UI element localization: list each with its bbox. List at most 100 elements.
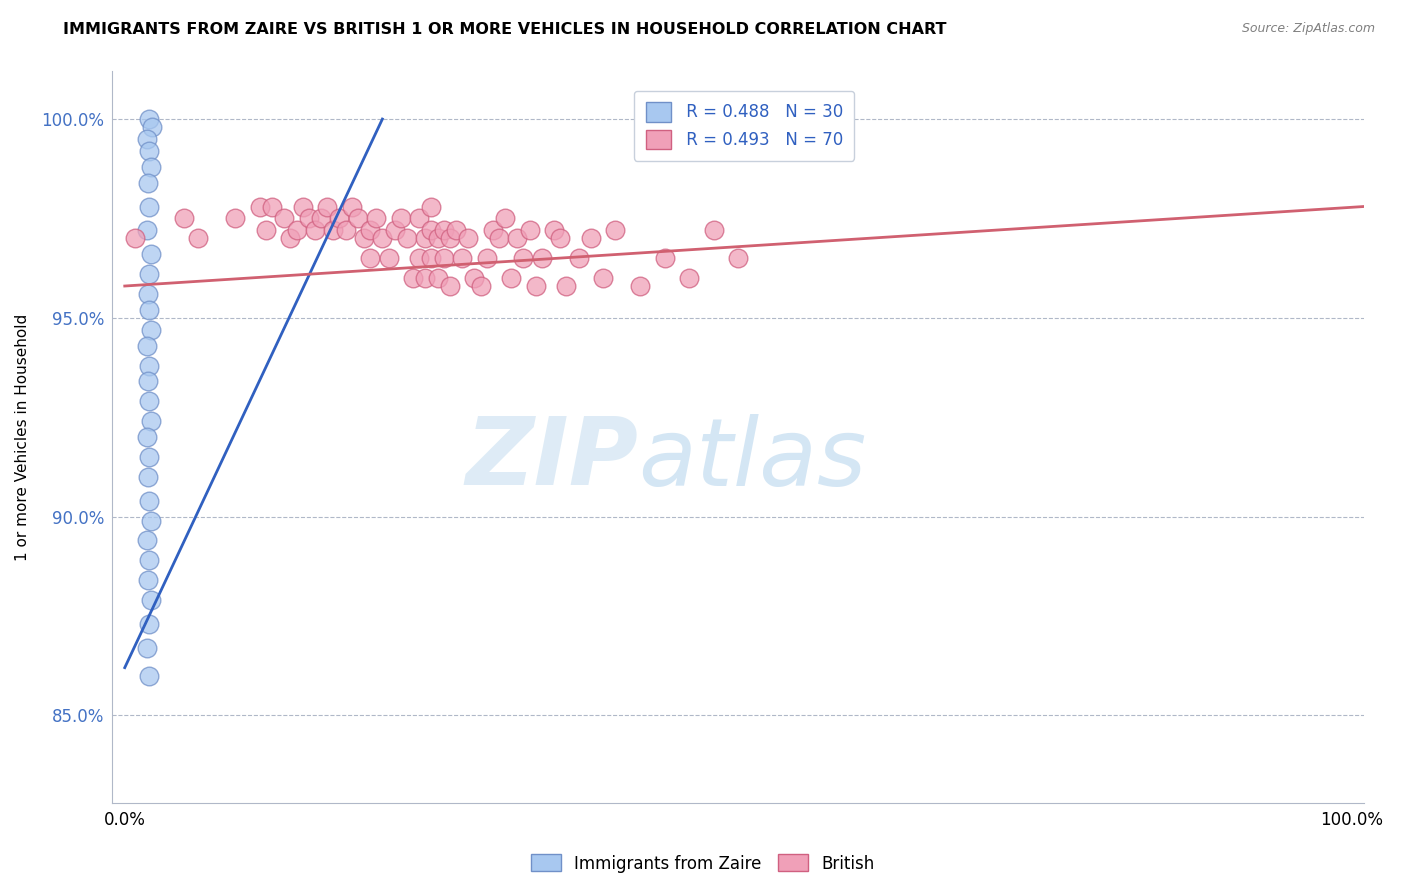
Point: [138, 267, 160, 281]
Point: [543, 223, 565, 237]
Point: [439, 231, 461, 245]
Point: [506, 231, 529, 245]
Point: [568, 251, 591, 265]
Point: [139, 414, 162, 428]
Point: [451, 251, 474, 265]
Point: [366, 211, 388, 226]
Point: [377, 251, 399, 265]
Point: [139, 247, 162, 261]
Point: [727, 251, 749, 265]
Point: [138, 668, 160, 682]
Point: [304, 223, 326, 237]
Point: [135, 223, 157, 237]
Point: [328, 211, 350, 226]
Point: [138, 394, 160, 409]
Point: [273, 211, 295, 226]
Y-axis label: 1 or more Vehicles in Household: 1 or more Vehicles in Household: [15, 313, 30, 561]
Text: IMMIGRANTS FROM ZAIRE VS BRITISH 1 OR MORE VEHICLES IN HOUSEHOLD CORRELATION CHA: IMMIGRANTS FROM ZAIRE VS BRITISH 1 OR MO…: [63, 22, 946, 37]
Point: [136, 573, 159, 587]
Point: [475, 251, 498, 265]
Point: [249, 200, 271, 214]
Point: [280, 231, 302, 245]
Point: [138, 144, 160, 158]
Point: [139, 593, 162, 607]
Point: [173, 211, 195, 226]
Point: [316, 200, 339, 214]
Point: [138, 616, 160, 631]
Point: [135, 430, 157, 444]
Point: [371, 231, 394, 245]
Point: [136, 470, 159, 484]
Point: [135, 640, 157, 655]
Point: [408, 251, 430, 265]
Point: [402, 271, 425, 285]
Point: [501, 271, 523, 285]
Point: [359, 223, 381, 237]
Point: [389, 211, 412, 226]
Point: [135, 132, 157, 146]
Point: [433, 251, 456, 265]
Point: [141, 120, 163, 134]
Point: [481, 223, 503, 237]
Point: [138, 112, 160, 126]
Point: [136, 375, 159, 389]
Point: [135, 533, 157, 548]
Point: [548, 231, 571, 245]
Text: ZIP: ZIP: [465, 413, 638, 505]
Point: [494, 211, 516, 226]
Point: [138, 302, 160, 317]
Point: [420, 223, 443, 237]
Point: [457, 231, 479, 245]
Point: [138, 493, 160, 508]
Point: [628, 279, 651, 293]
Text: atlas: atlas: [638, 414, 866, 505]
Point: [309, 211, 332, 226]
Point: [470, 279, 492, 293]
Point: [135, 339, 157, 353]
Point: [439, 279, 461, 293]
Point: [579, 231, 602, 245]
Point: [408, 211, 430, 226]
Point: [530, 251, 553, 265]
Point: [335, 223, 357, 237]
Point: [463, 271, 485, 285]
Point: [138, 450, 160, 464]
Point: [136, 287, 159, 301]
Point: [136, 176, 159, 190]
Point: [139, 514, 162, 528]
Point: [138, 553, 160, 567]
Point: [395, 231, 418, 245]
Point: [298, 211, 321, 226]
Point: [347, 211, 370, 226]
Point: [433, 223, 456, 237]
Point: [678, 271, 700, 285]
Point: [420, 200, 443, 214]
Point: [512, 251, 534, 265]
Point: [260, 200, 283, 214]
Point: [488, 231, 510, 245]
Point: [291, 200, 314, 214]
Point: [254, 223, 277, 237]
Point: [555, 279, 578, 293]
Point: [138, 359, 160, 373]
Point: [353, 231, 375, 245]
Point: [519, 223, 541, 237]
Point: [224, 211, 246, 226]
Point: [524, 279, 547, 293]
Point: [444, 223, 467, 237]
Point: [138, 200, 160, 214]
Text: Source: ZipAtlas.com: Source: ZipAtlas.com: [1241, 22, 1375, 36]
Point: [420, 251, 443, 265]
Point: [139, 323, 162, 337]
Point: [124, 231, 146, 245]
Point: [187, 231, 209, 245]
Point: [359, 251, 381, 265]
Legend:  R = 0.488   N = 30,  R = 0.493   N = 70: R = 0.488 N = 30, R = 0.493 N = 70: [634, 91, 855, 161]
Point: [703, 223, 725, 237]
Point: [413, 231, 436, 245]
Point: [322, 223, 344, 237]
Point: [654, 251, 676, 265]
Legend: Immigrants from Zaire, British: Immigrants from Zaire, British: [524, 847, 882, 880]
Point: [285, 223, 308, 237]
Point: [426, 271, 449, 285]
